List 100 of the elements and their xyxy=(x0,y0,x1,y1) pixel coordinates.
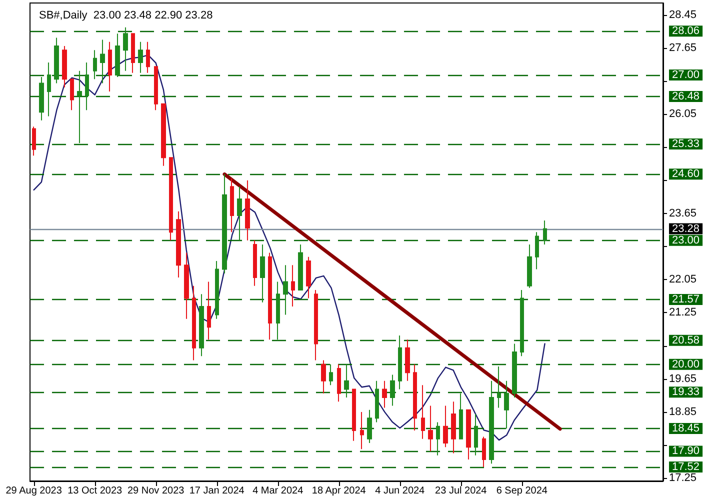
x-tick-label: 17 Jan 2024 xyxy=(189,486,245,496)
y-tick-label: 26.05 xyxy=(669,108,697,120)
candlestick xyxy=(367,409,372,444)
candlestick xyxy=(108,41,112,92)
candlestick xyxy=(283,264,288,316)
candlestick xyxy=(405,339,410,382)
x-tick-label: 13 Oct 2023 xyxy=(68,486,123,496)
ref-line-label: 24.60 xyxy=(672,168,700,180)
x-tick-label: 23 Jul 2024 xyxy=(435,486,488,496)
candlestick xyxy=(474,414,478,456)
x-tick-label: 18 Apr 2024 xyxy=(312,486,366,496)
ref-line-label: 27.00 xyxy=(672,68,700,81)
candlestick xyxy=(192,285,196,361)
candlestick xyxy=(482,436,486,468)
x-tick-label: 4 Mar 2024 xyxy=(252,486,304,496)
candlestick xyxy=(375,380,379,423)
candlestick xyxy=(512,343,517,398)
x-tick-label: 29 Aug 2023 xyxy=(6,486,62,496)
ref-line-label: 23.00 xyxy=(672,234,700,246)
candlestick xyxy=(199,294,204,357)
candlestick xyxy=(352,388,356,442)
candlestick xyxy=(85,62,89,111)
y-tick-label: 23.65 xyxy=(669,207,697,220)
candlestick xyxy=(306,256,311,299)
y-tick-label: 17.25 xyxy=(669,472,697,484)
candlestick xyxy=(497,366,501,408)
candlestick xyxy=(237,186,242,241)
candlestick xyxy=(276,281,280,340)
y-tick-label: 28.45 xyxy=(669,8,697,21)
candlestick xyxy=(466,409,471,460)
candlestick xyxy=(268,252,272,340)
y-tick-label: 18.85 xyxy=(669,406,697,418)
candlestick xyxy=(260,244,265,303)
candlestick xyxy=(337,364,341,402)
candlestick xyxy=(527,244,532,288)
candlestick xyxy=(421,384,425,440)
candlestick xyxy=(253,240,257,286)
candlestick xyxy=(100,39,105,84)
ref-line-label: 18.45 xyxy=(672,422,700,434)
candlestick xyxy=(161,103,166,166)
candlestick xyxy=(451,401,456,454)
candlestick xyxy=(123,26,128,72)
text: SB#,Daily 23.00 23.48 22.90 23.28 xyxy=(39,10,213,22)
candlestick xyxy=(314,289,318,361)
candlestick xyxy=(169,157,173,241)
candlestick xyxy=(329,364,333,386)
ref-line-label: 19.33 xyxy=(672,386,700,398)
ref-line-label: 20.58 xyxy=(672,334,700,346)
ref-line-label: 21.57 xyxy=(672,293,700,306)
candlestick xyxy=(222,174,227,274)
candlestick xyxy=(344,364,349,398)
candlestick xyxy=(291,264,295,308)
candlestick xyxy=(489,380,494,464)
candlestick xyxy=(230,178,234,233)
ref-line-label: 23.28 xyxy=(672,222,700,235)
candlestick xyxy=(443,405,448,448)
x-tick-label: 29 Nov 2023 xyxy=(127,486,185,496)
candlestick xyxy=(535,232,539,270)
candlestick xyxy=(504,380,509,429)
candlestick xyxy=(382,380,387,408)
candlestick xyxy=(138,41,143,74)
candlestick xyxy=(115,33,120,78)
ref-line-label: 20.00 xyxy=(672,358,700,370)
candlestick xyxy=(428,405,433,452)
candlestick xyxy=(47,62,51,117)
candlestick xyxy=(207,281,211,340)
candlestick xyxy=(321,360,326,394)
candlestick xyxy=(413,364,417,432)
candlestick xyxy=(245,180,250,241)
ref-line-label: 26.48 xyxy=(672,90,700,102)
y-tick-label: 19.65 xyxy=(669,372,697,385)
candlestick xyxy=(70,78,74,111)
x-tick-label: 6 Sep 2024 xyxy=(496,486,548,496)
ref-line-label: 17.90 xyxy=(672,445,700,458)
candlestick xyxy=(77,70,82,144)
candlestick xyxy=(54,37,59,84)
candlestick xyxy=(459,392,463,440)
candlestick xyxy=(146,41,150,74)
y-tick-label: 22.05 xyxy=(669,274,697,286)
ref-line-label: 25.33 xyxy=(672,138,700,150)
y-tick-label: 21.25 xyxy=(669,306,697,319)
candlestick xyxy=(176,210,181,278)
y-tick-label: 27.65 xyxy=(669,42,697,54)
candlestick xyxy=(298,244,303,290)
candlestick xyxy=(398,334,402,390)
candlestick xyxy=(62,46,67,88)
candlestick xyxy=(436,422,440,456)
candlestick xyxy=(32,126,36,156)
candlestick xyxy=(215,260,219,320)
candlestick xyxy=(360,411,364,450)
candlestick xyxy=(543,220,547,245)
line-series xyxy=(33,54,546,441)
ref-line-label: 17.52 xyxy=(672,460,700,473)
candlestick xyxy=(93,50,97,80)
candlestick xyxy=(154,66,158,111)
candlestick xyxy=(520,289,524,357)
x-tick-label: 4 Jun 2024 xyxy=(375,486,426,496)
ref-line-label: 28.06 xyxy=(672,25,700,38)
candlestick xyxy=(184,252,189,320)
candlestick xyxy=(390,374,395,406)
